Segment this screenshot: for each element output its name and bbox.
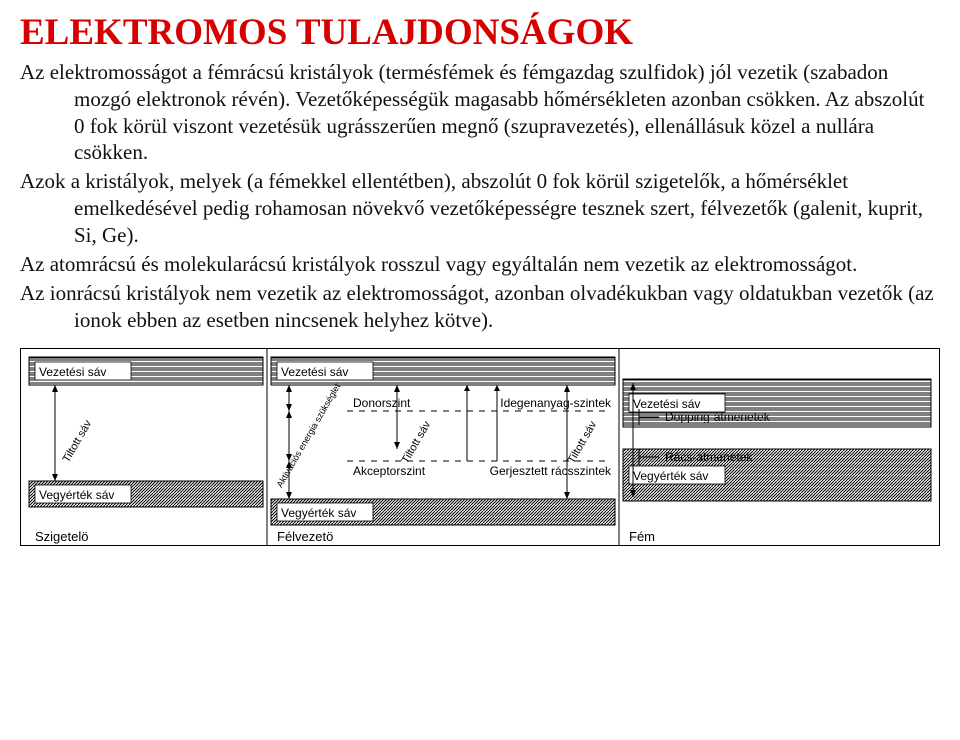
svg-text:Aktivációs energia szükséglet: Aktivációs energia szükséglet bbox=[275, 381, 343, 489]
svg-text:Tiltott sáv: Tiltott sáv bbox=[566, 418, 600, 465]
svg-text:Vezetési sáv: Vezetési sáv bbox=[281, 365, 348, 379]
svg-text:Fém: Fém bbox=[629, 529, 655, 544]
svg-text:Tiltott sáv: Tiltott sáv bbox=[400, 418, 434, 465]
paragraph-3: Az atomrácsú és molekularácsú kristályok… bbox=[20, 251, 940, 278]
paragraph-1: Az elektromosságot a fémrácsú kristályok… bbox=[20, 59, 940, 167]
svg-text:Gerjesztett rácsszintek: Gerjesztett rácsszintek bbox=[490, 464, 612, 478]
svg-text:Tiltott sáv: Tiltott sáv bbox=[61, 417, 95, 464]
paragraph-2: Azok a kristályok, melyek (a fémekkel el… bbox=[20, 168, 940, 249]
paragraph-4: Az ionrácsú kristályok nem vezetik az el… bbox=[20, 280, 940, 334]
svg-text:Félvezetö: Félvezetö bbox=[277, 529, 333, 544]
svg-text:Vegyérték sáv: Vegyérték sáv bbox=[633, 469, 708, 483]
svg-text:Vegyérték sáv: Vegyérték sáv bbox=[281, 506, 356, 520]
svg-text:Idegenanyag-szintek: Idegenanyag-szintek bbox=[500, 396, 612, 410]
band-structure-diagram: Vezetési sáv Vegyérték sáv Szigetelö Tiltot… bbox=[20, 348, 940, 546]
svg-text:Vezetési sáv: Vezetési sáv bbox=[633, 397, 700, 411]
svg-text:Dopping-átmenetek: Dopping-átmenetek bbox=[665, 410, 771, 424]
svg-text:Donorszint: Donorszint bbox=[353, 396, 411, 410]
svg-text:Szigetelö: Szigetelö bbox=[35, 529, 88, 544]
svg-text:Vezetési sáv: Vezetési sáv bbox=[39, 365, 106, 379]
svg-text:Rács-átmenetek: Rács-átmenetek bbox=[665, 450, 753, 464]
svg-text:Akceptorszint: Akceptorszint bbox=[353, 464, 426, 478]
page-title: ELEKTROMOS TULAJDONSÁGOK bbox=[20, 14, 940, 53]
svg-text:Vegyérték sáv: Vegyérték sáv bbox=[39, 488, 114, 502]
